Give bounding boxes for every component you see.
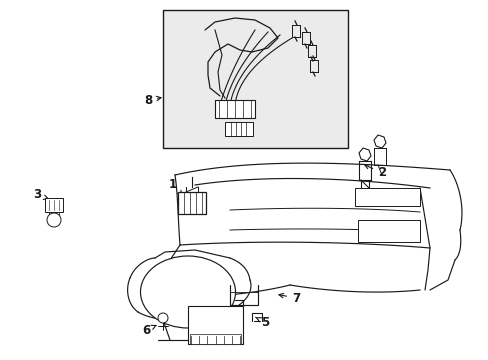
Bar (224, 122, 252, 136)
Polygon shape (373, 135, 385, 148)
Text: 4: 4 (224, 319, 232, 338)
Text: 1: 1 (168, 179, 182, 195)
Bar (357, 220, 419, 242)
Text: 8: 8 (143, 94, 161, 107)
Circle shape (158, 313, 168, 323)
Bar (163, 10, 347, 148)
Bar (215, 100, 254, 118)
Text: 6: 6 (142, 324, 156, 337)
Polygon shape (358, 148, 370, 161)
Bar (45, 198, 63, 212)
Text: 5: 5 (255, 315, 268, 328)
Text: 7: 7 (278, 292, 300, 305)
Bar (190, 334, 241, 344)
Text: 2: 2 (364, 165, 385, 180)
Bar (187, 306, 243, 344)
Bar (178, 192, 205, 214)
Bar (354, 188, 419, 206)
Text: 3: 3 (33, 189, 48, 202)
Circle shape (47, 213, 61, 227)
Ellipse shape (140, 256, 235, 328)
